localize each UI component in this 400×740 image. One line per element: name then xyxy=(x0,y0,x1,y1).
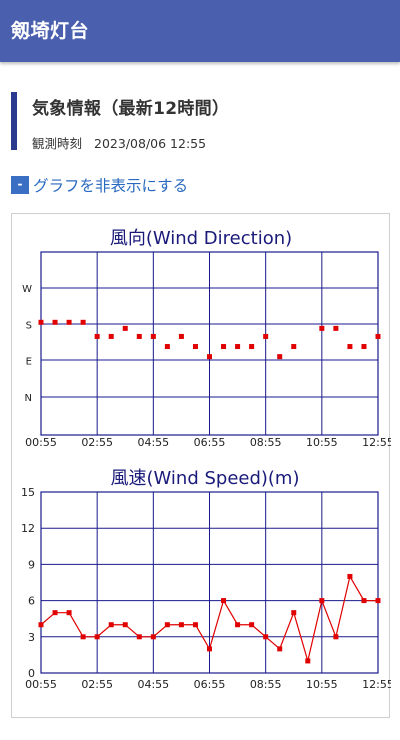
wind-speed-y-tick: 15 xyxy=(21,486,35,499)
wind-direction-point xyxy=(80,319,86,325)
observation-label: 観測時刻 xyxy=(32,136,83,151)
hide-graph-toggle[interactable]: - グラフを非表示にする xyxy=(11,174,188,196)
wind-speed-point xyxy=(221,598,227,604)
wind-direction-point xyxy=(94,333,100,339)
wind-speed-point xyxy=(80,634,86,640)
wind-direction-x-tick: 06:55 xyxy=(194,436,226,449)
wind-speed-point xyxy=(333,634,339,640)
wind-speed-point xyxy=(178,622,184,628)
wind-speed-title: 風速(Wind Speed)(m) xyxy=(110,468,299,489)
wind-speed-point xyxy=(277,646,283,652)
wind-direction-y-tick: N xyxy=(25,393,32,404)
wind-direction-point xyxy=(333,325,339,331)
wind-direction-point xyxy=(136,333,142,339)
wind-speed-y-tick: 0 xyxy=(28,667,35,680)
wind-direction-point xyxy=(249,344,255,350)
wind-speed-point xyxy=(108,622,114,628)
wind-speed-x-tick: 06:55 xyxy=(194,678,226,691)
wind-speed-x-tick: 04:55 xyxy=(137,678,169,691)
wind-speed-point xyxy=(319,598,325,604)
wind-direction-title: 風向(Wind Direction) xyxy=(110,228,292,249)
wind-direction-point xyxy=(38,319,44,325)
wind-speed-point xyxy=(38,622,44,628)
wind-direction-x-tick: 02:55 xyxy=(81,436,113,449)
wind-direction-y-tick: W xyxy=(22,284,32,295)
hide-graph-link[interactable]: グラフを非表示にする xyxy=(33,177,189,195)
app-header: 剱埼灯台 xyxy=(0,0,400,62)
wind-direction-point xyxy=(150,333,156,339)
wind-speed-y-tick: 12 xyxy=(21,522,35,535)
wind-direction-point xyxy=(291,344,297,350)
wind-speed-y-tick: 9 xyxy=(28,558,35,571)
wind-speed-point xyxy=(249,622,255,628)
wind-direction-point xyxy=(277,354,283,360)
wind-speed-point xyxy=(207,646,212,652)
wind-speed-point xyxy=(150,634,156,640)
wind-direction-x-tick: 10:55 xyxy=(306,436,338,449)
wind-speed-point xyxy=(375,598,381,604)
wind-speed-point xyxy=(347,573,353,579)
wind-direction-point xyxy=(164,344,170,350)
wind-direction-x-tick: 00:55 xyxy=(25,436,57,449)
wind-speed-x-tick: 02:55 xyxy=(81,678,113,691)
wind-direction-point xyxy=(235,344,241,350)
wind-speed-point xyxy=(122,622,128,628)
wind-direction-point xyxy=(192,344,198,350)
charts-svg: 風向(Wind Direction) W S E N 00:55 02:55 04:55 06:… xyxy=(21,228,391,691)
wind-speed-x-tick: 12:55 xyxy=(362,678,391,691)
section-heading: 気象情報（最新12時間） xyxy=(32,99,230,119)
wind-speed-point xyxy=(192,622,198,628)
app-title: 剱埼灯台 xyxy=(11,20,90,42)
wind-direction-point xyxy=(263,333,269,339)
wind-speed-point xyxy=(52,610,58,616)
wind-speed-point xyxy=(305,658,311,664)
wind-direction-x-tick: 12:55 xyxy=(362,436,391,449)
wind-direction-point xyxy=(221,344,227,350)
wind-speed-point xyxy=(235,622,241,628)
wind-direction-y-tick: S xyxy=(26,320,32,331)
wind-direction-point xyxy=(66,319,72,325)
wind-speed-y-tick: 6 xyxy=(28,595,35,608)
wind-speed-x-tick: 00:55 xyxy=(25,678,57,691)
weather-section-header: 気象情報（最新12時間） 観測時刻 2023/08/06 12:55 xyxy=(11,92,391,152)
wind-speed-point xyxy=(136,634,142,640)
wind-speed-point xyxy=(66,610,72,616)
observation-time: 2023/08/06 12:55 xyxy=(94,136,207,151)
wind-speed-point xyxy=(291,610,297,616)
wind-speed-point xyxy=(361,598,367,604)
observation-time-row: 観測時刻 2023/08/06 12:55 xyxy=(32,133,391,152)
wind-speed-x-tick: 10:55 xyxy=(306,678,338,691)
wind-direction-x-tick: 04:55 xyxy=(137,436,169,449)
wind-direction-point xyxy=(108,333,114,339)
wind-speed-x-tick: 08:55 xyxy=(250,678,282,691)
wind-speed-y-tick: 3 xyxy=(28,631,35,644)
wind-speed-point xyxy=(94,634,100,640)
wind-direction-point xyxy=(319,325,325,331)
wind-direction-point xyxy=(178,333,184,339)
wind-direction-point xyxy=(361,344,367,350)
wind-speed-point xyxy=(263,634,269,640)
chart-panel: 風向(Wind Direction) W S E N 00:55 02:55 04:55 06:… xyxy=(11,213,391,718)
wind-direction-point xyxy=(375,333,381,339)
wind-direction-point xyxy=(347,344,353,350)
collapse-icon[interactable]: - xyxy=(11,176,29,194)
wind-direction-x-tick: 08:55 xyxy=(250,436,282,449)
wind-direction-y-tick: E xyxy=(26,357,32,368)
wind-direction-point xyxy=(52,319,58,325)
wind-direction-point xyxy=(207,354,212,360)
wind-speed-point xyxy=(164,622,170,628)
wind-direction-point xyxy=(122,325,128,331)
